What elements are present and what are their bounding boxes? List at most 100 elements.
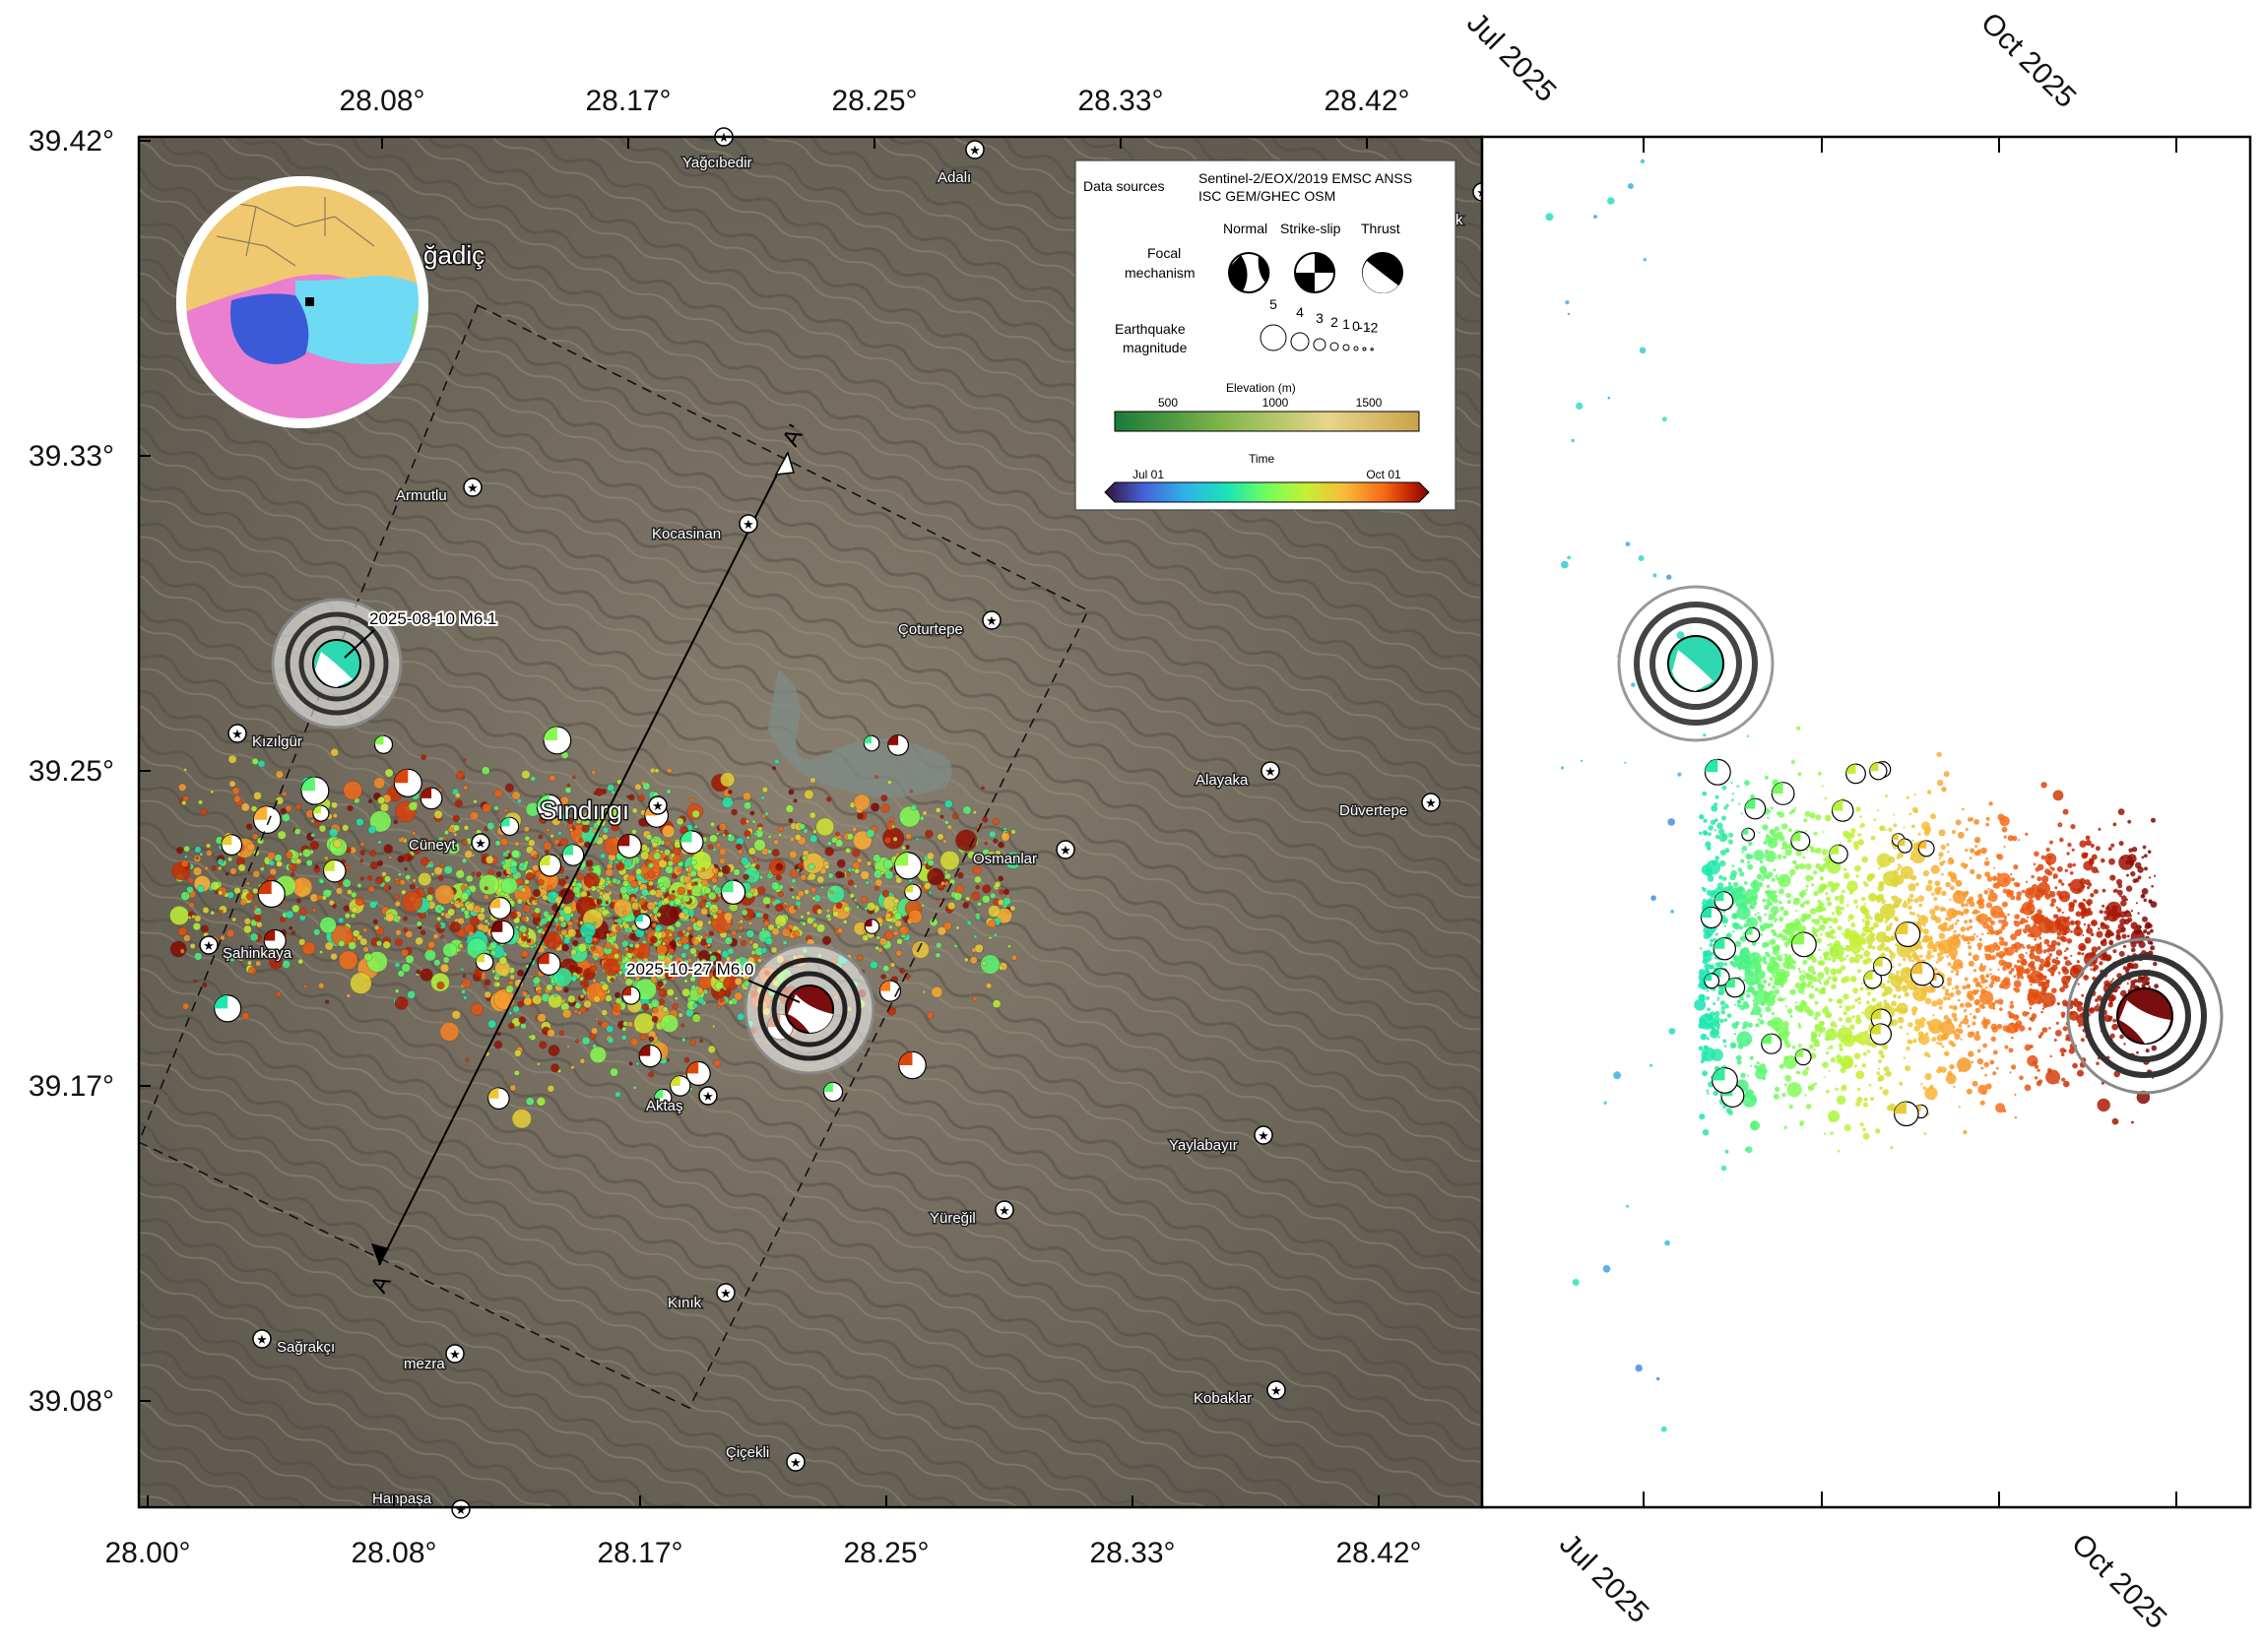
timeline-quake-dot <box>2077 1069 2084 1077</box>
map-quake-dot <box>697 997 705 1005</box>
map-focal-mechanism <box>490 920 515 944</box>
map-quake-dot <box>753 832 758 836</box>
timeline-quake-dot <box>1781 823 1788 830</box>
map-quake-dot <box>508 1022 515 1030</box>
timeline-quake-dot <box>2087 886 2091 890</box>
map-quake-dot <box>282 791 288 796</box>
map-quake-dot <box>652 966 661 976</box>
timeline-quake-dot <box>1698 1046 1704 1051</box>
map-quake-dot <box>619 886 628 895</box>
map-focal-mechanism <box>420 787 443 810</box>
map-quake-dot <box>487 1019 497 1029</box>
timeline-quake-dot <box>1740 858 1745 863</box>
timeline-quake-dot <box>1980 978 1987 985</box>
timeline-quake-dot <box>1953 942 1958 946</box>
timeline-quake-dot <box>2118 950 2125 957</box>
map-quake-dot <box>756 958 762 963</box>
map-focal-mechanism <box>543 726 572 755</box>
map-quake-dot <box>493 805 499 811</box>
map-quake-dot <box>227 857 233 862</box>
map-quake-dot <box>560 928 568 936</box>
timeline-quake-dot <box>1747 860 1751 864</box>
map-quake-dot <box>579 976 584 982</box>
timeline-quake-dot <box>1736 785 1739 788</box>
timeline-quake-dot <box>2014 1116 2017 1119</box>
map-quake-dot <box>661 895 665 900</box>
map-quake-dot <box>681 987 690 997</box>
timeline-quake-dot <box>2014 921 2021 927</box>
timeline-quake-dot <box>1826 1089 1830 1094</box>
map-quake-dot <box>393 819 399 825</box>
map-quake-dot <box>748 921 752 925</box>
map-quake-dot <box>454 799 463 808</box>
map-quake-dot <box>521 990 529 997</box>
timeline-quake-dot <box>2064 868 2068 872</box>
map-quake-dot <box>316 894 323 901</box>
map-quake-dot <box>892 929 899 936</box>
timeline-quake-dot <box>1758 831 1761 834</box>
map-quake-dot <box>546 984 553 991</box>
timeline-quake-dot <box>2090 932 2095 936</box>
timeline-quake-dot <box>1955 879 1963 887</box>
map-quake-dot <box>1002 897 1011 906</box>
timeline-quake-dot <box>1958 1106 1961 1109</box>
map-quake-dot <box>632 1086 637 1090</box>
timeline-quake-dot <box>2069 871 2074 875</box>
timeline-quake-dot <box>1819 866 1825 872</box>
map-quake-dot <box>880 803 890 813</box>
timeline-quake-dot <box>2060 896 2064 900</box>
timeline-quake-dot <box>1967 1024 1971 1028</box>
map-quake-dot <box>664 849 672 857</box>
map-quake-dot <box>764 936 773 945</box>
timeline-quake-dot <box>2150 945 2156 951</box>
focal-type-strike-slip: Strike-slip <box>1280 221 1341 236</box>
map-quake-dot <box>233 795 241 803</box>
timeline-quake-dot <box>1730 782 1733 785</box>
timeline-quake-dot <box>1848 956 1856 964</box>
timeline-quake-dot <box>1762 898 1767 903</box>
timeline-quake-dot <box>1787 828 1792 833</box>
map-quake-dot <box>366 875 373 881</box>
map-quake-dot <box>731 929 738 936</box>
map-quake-dot <box>893 912 902 921</box>
map-quake-dot <box>194 952 203 961</box>
map-quake-dot <box>845 871 851 877</box>
map-quake-dot <box>972 865 982 875</box>
map-quake-dot <box>905 833 913 840</box>
map-quake-dot <box>874 775 878 779</box>
map-quake-dot <box>566 921 573 927</box>
lon-tick-label-bottom: 28.33° <box>1089 1537 1175 1569</box>
map-quake-dot <box>690 859 697 866</box>
map-quake-dot <box>682 894 690 903</box>
timeline-quake-dot <box>1976 1057 1984 1065</box>
map-quake-dot <box>275 796 285 805</box>
timeline-quake-dot <box>1817 771 1822 776</box>
timeline-quake-dot <box>1972 1015 1977 1020</box>
map-quake-dot <box>860 896 868 904</box>
map-quake-dot <box>873 885 879 891</box>
timeline-quake-dot <box>1877 1059 1883 1064</box>
map-quake-dot <box>852 826 858 832</box>
timeline-quake-dot <box>2034 937 2037 941</box>
timeline-quake-dot <box>1931 892 1935 896</box>
map-quake-dot <box>543 911 550 918</box>
map-quake-dot <box>355 897 364 907</box>
timeline-quake-dot <box>1834 985 1837 987</box>
timeline-quake-dot <box>1949 1063 1955 1070</box>
map-quake-dot <box>773 839 779 845</box>
map-quake-dot <box>663 897 671 905</box>
map-quake-dot <box>695 920 704 928</box>
timeline-quake-dot <box>2124 859 2130 865</box>
map-quake-dot <box>484 919 488 923</box>
map-quake-dot <box>630 887 635 892</box>
map-quake-dot <box>994 932 998 937</box>
timeline-quake-dot <box>2071 848 2075 852</box>
map-quake-dot <box>211 865 217 871</box>
timeline-quake-dot <box>1938 829 1946 837</box>
timeline-quake-dot <box>1830 928 1836 934</box>
map-quake-dot <box>838 871 845 878</box>
lat-tick-label: 39.17° <box>29 1070 114 1103</box>
map-quake-dot <box>749 810 755 816</box>
elevation-tick-1000: 1000 <box>1262 396 1289 410</box>
timeline-quake-dot <box>1846 838 1852 843</box>
